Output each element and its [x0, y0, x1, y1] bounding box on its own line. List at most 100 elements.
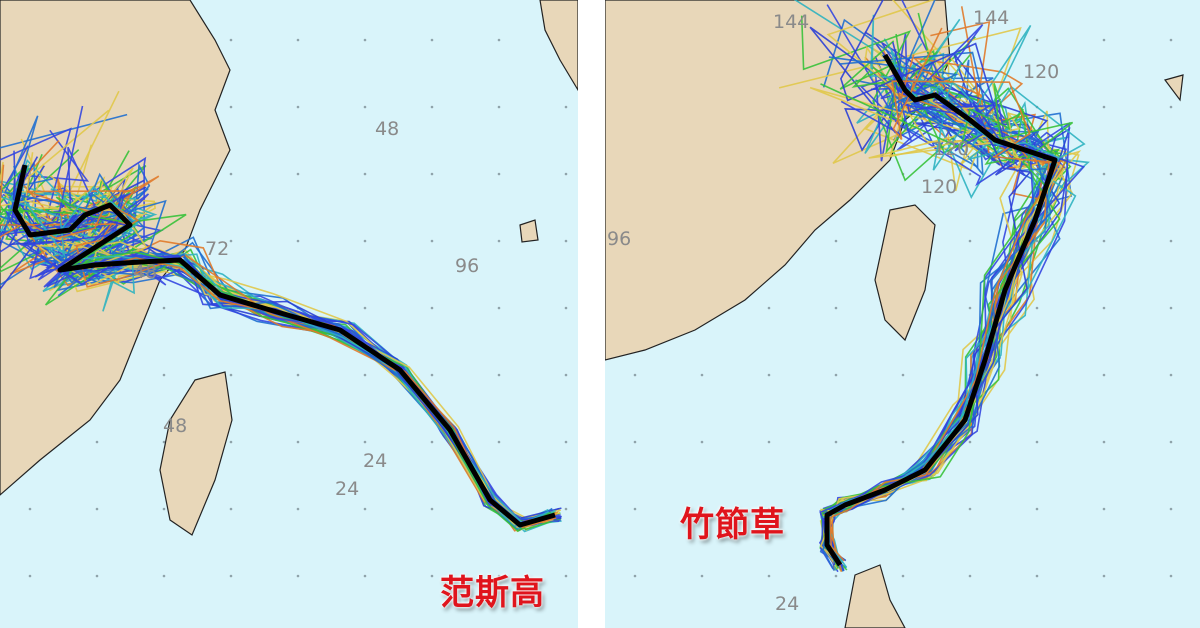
grid-dot [968, 507, 972, 511]
grid-dot [901, 574, 905, 578]
grid-dot [95, 507, 99, 511]
mean-track [824, 53, 1058, 567]
grid-dot [430, 38, 434, 42]
grid-dot [296, 507, 300, 511]
grid-dot [968, 172, 972, 176]
grid-dot [767, 507, 771, 511]
grid-dot [1102, 306, 1106, 310]
grid-dot [1169, 306, 1173, 310]
grid-dot [1102, 373, 1106, 377]
grid-dot [834, 574, 838, 578]
grid-dot [564, 306, 568, 310]
grid-dot [767, 306, 771, 310]
grid-dot [497, 105, 501, 109]
grid-dot [1169, 373, 1173, 377]
grid-dot [633, 440, 637, 444]
grid-dot [1102, 440, 1106, 444]
island [1163, 74, 1184, 102]
japan-island [539, 0, 578, 92]
grid-dot [430, 172, 434, 176]
grid-dot [1169, 105, 1173, 109]
grid-dot [968, 440, 972, 444]
grid-dot [229, 373, 233, 377]
grid-dot [28, 507, 32, 511]
grid-dot [430, 440, 434, 444]
grid-dot [767, 373, 771, 377]
right-map-canvas: 144 144 120 120 120 96 24 [605, 0, 1184, 628]
grid-dot [1169, 239, 1173, 243]
grid-dot [968, 239, 972, 243]
forecast-hour-label: 96 [607, 228, 631, 250]
grid-dot [229, 105, 233, 109]
forecast-hour-label: 96 [455, 255, 479, 277]
grid-dot [162, 574, 166, 578]
grid-dot [162, 373, 166, 377]
ensemble-track [0, 164, 557, 529]
grid-dot [296, 38, 300, 42]
grid-dot [834, 306, 838, 310]
grid-dot [363, 105, 367, 109]
grid-dot [162, 507, 166, 511]
grid-dot [430, 574, 434, 578]
grid-dot [834, 239, 838, 243]
grid-dot [497, 38, 501, 42]
forecast-hour-label: 24 [363, 450, 387, 472]
right-track-map: 144 144 120 120 120 96 24 竹節草 [605, 0, 1200, 628]
grid-dot [296, 239, 300, 243]
grid-dot [1035, 38, 1039, 42]
grid-dot [296, 105, 300, 109]
grid-dot [296, 172, 300, 176]
grid-dot [229, 38, 233, 42]
forecast-hour-label: 48 [375, 118, 399, 140]
grid-dot [1035, 440, 1039, 444]
grid-dot [28, 574, 32, 578]
grid-dot [296, 440, 300, 444]
grid-dot [497, 172, 501, 176]
grid-dot [700, 440, 704, 444]
grid-dot [1035, 306, 1039, 310]
grid-dot [497, 440, 501, 444]
grid-dot [162, 440, 166, 444]
forecast-hour-label: 120 [921, 176, 957, 198]
forecast-hour-label: 72 [205, 238, 229, 260]
ensemble-track [0, 105, 562, 523]
grid-dot [700, 574, 704, 578]
grid-dot [497, 306, 501, 310]
ensemble-track [0, 129, 556, 525]
mean-track [12, 164, 556, 528]
grid-dot [95, 574, 99, 578]
taiwan-island [159, 371, 233, 536]
grid-dot [564, 239, 568, 243]
ensemble-track [829, 27, 1061, 562]
grid-dot [363, 373, 367, 377]
grid-dot [564, 373, 568, 377]
grid-dot [363, 172, 367, 176]
grid-dot [229, 239, 233, 243]
forecast-hour-label: 48 [163, 415, 187, 437]
grid-dot [95, 440, 99, 444]
grid-dot [901, 507, 905, 511]
forecast-hour-label: 144 [973, 7, 1009, 29]
grid-dot [430, 373, 434, 377]
grid-dot [1102, 105, 1106, 109]
grid-dot [1169, 172, 1173, 176]
grid-dot [1169, 38, 1173, 42]
grid-dot [363, 574, 367, 578]
grid-dot [229, 172, 233, 176]
grid-dot [430, 507, 434, 511]
grid-dot [767, 574, 771, 578]
grid-dot [497, 574, 501, 578]
grid-dot [564, 440, 568, 444]
grid-dot [834, 373, 838, 377]
grid-dot [564, 172, 568, 176]
grid-dot [1102, 574, 1106, 578]
grid-dot [363, 38, 367, 42]
grid-dot [363, 440, 367, 444]
grid-dot [363, 239, 367, 243]
grid-dot [1102, 172, 1106, 176]
grid-dot [564, 105, 568, 109]
forecast-hour-label: 120 [933, 138, 969, 160]
forecast-hour-label: 48 [133, 261, 157, 283]
grid-dot [229, 574, 233, 578]
grid-dot [767, 440, 771, 444]
